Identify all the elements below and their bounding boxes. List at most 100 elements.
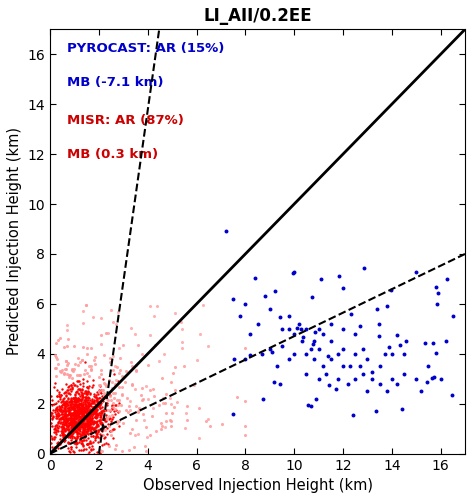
- Point: [93, 421, 101, 429]
- Point: [97, 399, 105, 407]
- Point: [76, 416, 84, 424]
- Point: [72, 407, 80, 415]
- Point: [157, 425, 165, 433]
- Point: [72, 410, 80, 418]
- Point: [278, 325, 286, 333]
- Point: [46, 408, 54, 416]
- Point: [58, 414, 66, 422]
- Point: [88, 397, 95, 405]
- Point: [86, 415, 94, 423]
- Point: [59, 418, 67, 426]
- Point: [62, 418, 70, 426]
- Point: [114, 418, 121, 426]
- Point: [91, 352, 99, 360]
- Point: [81, 422, 89, 430]
- Point: [65, 406, 72, 414]
- Point: [88, 408, 95, 416]
- Point: [68, 400, 76, 408]
- Point: [69, 416, 77, 424]
- Point: [103, 424, 110, 432]
- Point: [84, 412, 92, 420]
- Point: [76, 427, 84, 435]
- Point: [108, 404, 116, 412]
- Point: [67, 398, 75, 406]
- Point: [84, 400, 92, 408]
- Point: [80, 404, 88, 412]
- Point: [82, 414, 89, 422]
- Point: [98, 411, 106, 419]
- Point: [62, 380, 70, 388]
- Point: [75, 419, 82, 427]
- Point: [75, 404, 83, 412]
- Point: [84, 398, 92, 406]
- Point: [131, 431, 138, 439]
- Point: [93, 402, 100, 410]
- Point: [60, 436, 67, 444]
- Point: [78, 391, 86, 399]
- Point: [51, 434, 58, 442]
- Point: [51, 425, 59, 433]
- Point: [96, 386, 103, 394]
- Point: [88, 418, 95, 426]
- Point: [79, 441, 86, 449]
- Point: [79, 405, 86, 413]
- Point: [111, 407, 118, 415]
- Point: [86, 389, 93, 397]
- Point: [80, 421, 88, 429]
- Point: [111, 389, 118, 397]
- Point: [63, 410, 71, 418]
- Point: [80, 388, 88, 396]
- Point: [84, 411, 91, 419]
- Point: [146, 431, 153, 439]
- Point: [80, 428, 87, 436]
- Point: [84, 404, 92, 412]
- Point: [68, 383, 76, 391]
- Point: [73, 420, 81, 428]
- Point: [82, 412, 90, 420]
- Point: [334, 350, 342, 358]
- Point: [55, 422, 62, 430]
- Point: [64, 400, 71, 408]
- Point: [61, 426, 68, 434]
- Point: [70, 404, 77, 412]
- Point: [99, 386, 106, 394]
- Point: [74, 422, 81, 430]
- Point: [100, 391, 108, 399]
- Point: [82, 427, 90, 435]
- Point: [87, 420, 95, 428]
- X-axis label: Observed Injection Height (km): Observed Injection Height (km): [143, 478, 372, 493]
- Point: [64, 421, 71, 429]
- Point: [69, 415, 76, 423]
- Point: [63, 320, 71, 328]
- Point: [134, 408, 142, 416]
- Point: [71, 391, 79, 399]
- Point: [91, 397, 98, 405]
- Point: [99, 406, 107, 414]
- Point: [90, 403, 97, 411]
- Point: [83, 436, 90, 444]
- Point: [352, 375, 359, 383]
- Point: [204, 342, 211, 350]
- Point: [92, 433, 100, 441]
- Point: [63, 408, 70, 416]
- Point: [71, 390, 79, 398]
- Point: [74, 425, 81, 433]
- Point: [180, 362, 188, 370]
- Point: [80, 404, 87, 412]
- Point: [293, 324, 301, 332]
- Point: [347, 310, 354, 318]
- Point: [59, 420, 67, 428]
- Point: [92, 429, 99, 437]
- Point: [171, 309, 178, 317]
- Point: [70, 416, 78, 424]
- Point: [67, 415, 75, 423]
- Point: [400, 350, 408, 358]
- Point: [87, 410, 94, 418]
- Point: [102, 414, 110, 422]
- Point: [76, 400, 84, 408]
- Point: [82, 430, 89, 438]
- Point: [69, 428, 77, 436]
- Point: [73, 400, 80, 408]
- Point: [72, 439, 79, 447]
- Point: [61, 400, 68, 408]
